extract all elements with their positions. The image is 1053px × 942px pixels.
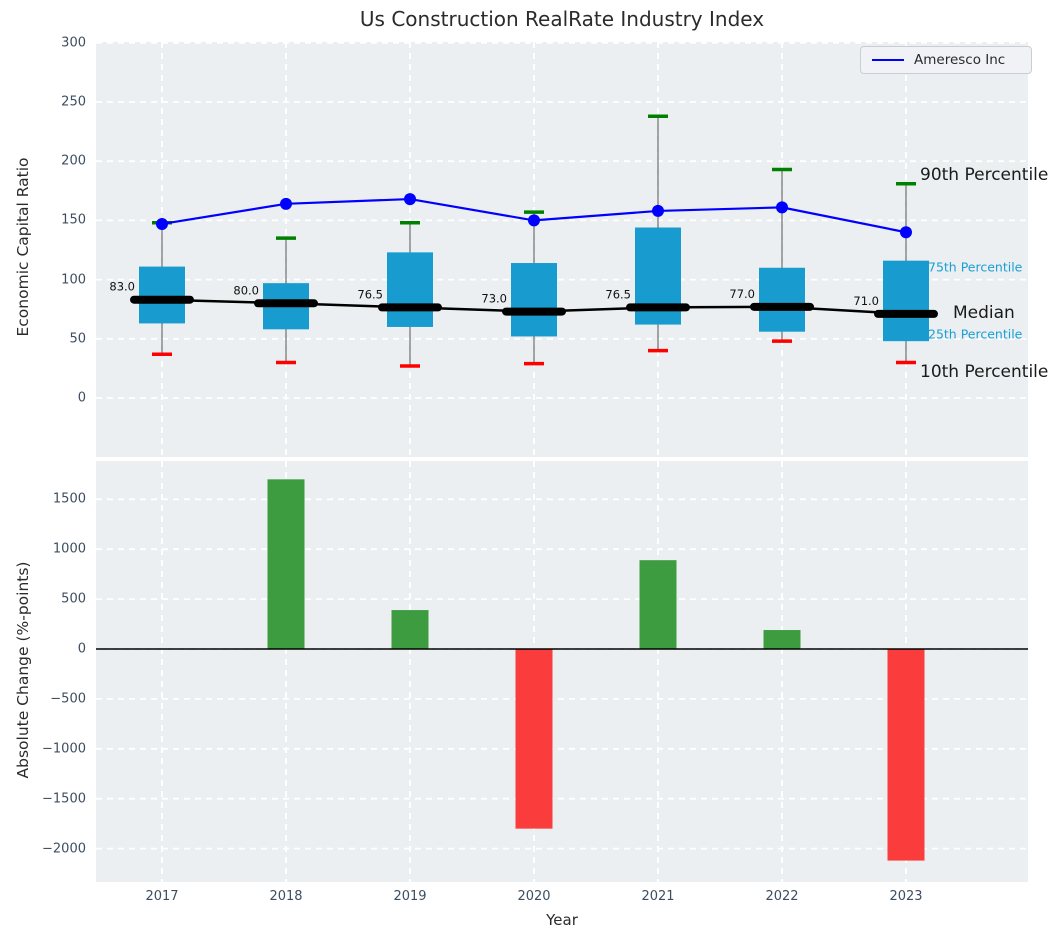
chart-title: Us Construction RealRate Industry Index <box>359 7 765 31</box>
ytick-label: 250 <box>61 94 86 110</box>
ytick-label: 200 <box>61 153 86 169</box>
ameresco-point <box>900 226 912 239</box>
ytick-label: 0 <box>77 390 86 406</box>
xtick-label: 2017 <box>145 889 179 904</box>
ytick-label: 1500 <box>52 491 86 507</box>
change-bar <box>639 560 677 649</box>
iqr-box <box>387 252 433 327</box>
legend-line-sample <box>872 59 904 61</box>
annotation-25th-percentile: 25th Percentile <box>928 326 1023 342</box>
ameresco-point <box>280 197 292 210</box>
median-value-label: 80.0 <box>233 283 259 297</box>
change-bar <box>267 479 305 649</box>
annotation-75th-percentile: 75th Percentile <box>928 259 1023 275</box>
change-bar <box>515 649 553 829</box>
ytick-label: −2000 <box>42 841 86 857</box>
bar-chart <box>96 461 1028 882</box>
ameresco-point <box>652 204 664 217</box>
xtick-label: 2020 <box>517 889 551 904</box>
ytick-label: 500 <box>61 591 86 607</box>
ytick-label: −500 <box>50 691 86 707</box>
ytick-label: 0 <box>77 641 86 657</box>
ameresco-point <box>156 217 168 230</box>
median-value-label: 77.0 <box>729 287 755 301</box>
median-value-label: 76.5 <box>357 287 383 301</box>
top-axes: 83.0 80.0 76.5 73.0 76.5 77.0 71.0 <box>96 41 1028 457</box>
x-axis-label: Year <box>546 911 578 929</box>
xtick-label: 2019 <box>393 889 427 904</box>
annotation-median: Median <box>953 303 1015 323</box>
ameresco-point <box>776 201 788 214</box>
xtick-label: 2023 <box>889 889 923 904</box>
boxplot-chart: 83.0 80.0 76.5 73.0 76.5 77.0 71.0 <box>96 41 1028 457</box>
ameresco-point <box>528 214 540 227</box>
annotation-90th-percentile: 90th Percentile <box>920 165 1049 185</box>
ytick-label: 300 <box>61 35 86 51</box>
ytick-label: 150 <box>61 212 86 228</box>
bottom-y-axis-label: Absolute Change (%-points) <box>14 561 32 779</box>
legend: Ameresco Inc <box>860 46 1032 74</box>
xtick-label: 2021 <box>641 889 675 904</box>
ytick-label: 100 <box>61 272 86 288</box>
iqr-box <box>883 260 929 342</box>
median-value-label: 76.5 <box>605 287 631 301</box>
xtick-label: 2022 <box>765 889 799 904</box>
change-bar <box>391 610 429 649</box>
xtick-label: 2018 <box>269 889 303 904</box>
change-bar <box>887 649 925 861</box>
change-bar <box>763 630 801 649</box>
median-value-label: 71.0 <box>853 294 879 308</box>
annotation-10th-percentile: 10th Percentile <box>920 362 1049 382</box>
bottom-axes <box>96 461 1028 882</box>
ytick-label: −1000 <box>42 741 86 757</box>
legend-label: Ameresco Inc <box>914 52 1006 68</box>
iqr-box <box>511 263 557 337</box>
ytick-label: −1500 <box>42 791 86 807</box>
iqr-box <box>139 266 185 324</box>
ameresco-point <box>404 193 416 206</box>
median-value-label: 83.0 <box>109 280 135 294</box>
median-value-label: 73.0 <box>481 292 507 306</box>
ytick-label: 1000 <box>52 541 86 557</box>
iqr-box <box>759 267 805 332</box>
ytick-label: 50 <box>69 331 86 347</box>
